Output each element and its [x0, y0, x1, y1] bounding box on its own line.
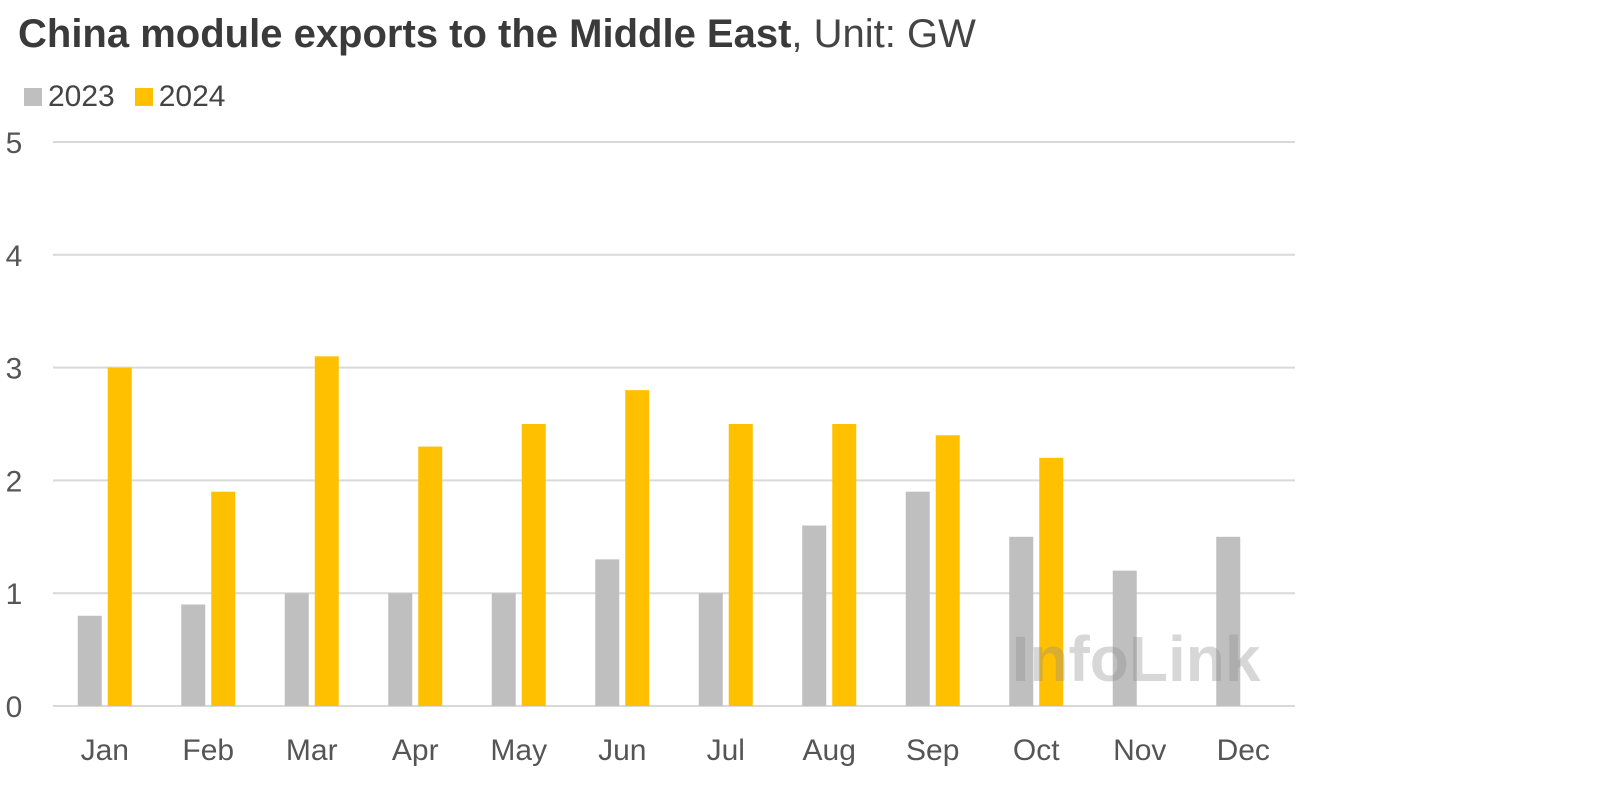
- y-tick-label: 2: [6, 465, 23, 498]
- chart-gridlines: [53, 141, 1295, 707]
- bar-2023-mar: [284, 593, 309, 706]
- bar-2023-may: [491, 593, 516, 706]
- x-tick-label-feb: Feb: [182, 734, 234, 767]
- x-tick-label-dec: Dec: [1217, 734, 1270, 767]
- x-tick-label-aug: Aug: [803, 734, 856, 767]
- bar-2024-feb: [211, 491, 236, 706]
- y-tick-label: 0: [6, 691, 23, 724]
- bar-2024-jan: [107, 367, 132, 706]
- bar-2024-jun: [625, 390, 650, 706]
- bar-2023-aug: [802, 525, 827, 706]
- bar-2024-jul: [728, 424, 753, 706]
- chart-bars: [77, 356, 1241, 706]
- x-axis-tick-labels: Jan Feb Mar Apr May Jun Jul Aug Sep Oct Nov Dec: [81, 734, 1270, 767]
- bar-2023-sep: [905, 491, 930, 706]
- x-tick-label-mar: Mar: [286, 734, 338, 767]
- x-tick-label-jul: Jul: [707, 734, 745, 767]
- chart-title-main: China module exports to the Middle East: [18, 12, 792, 56]
- chart-title-unit: , Unit: GW: [791, 12, 976, 56]
- y-tick-label: 1: [6, 578, 23, 611]
- x-tick-label-nov: Nov: [1113, 734, 1166, 767]
- bar-2023-apr: [388, 593, 413, 706]
- bar-2023-nov: [1112, 570, 1137, 706]
- legend-label-2024: 2024: [158, 80, 226, 113]
- y-tick-label: 5: [6, 127, 23, 160]
- y-axis-tick-labels: 0 1 2 3 4 5: [6, 127, 23, 724]
- legend-item-2024: 2024: [134, 80, 226, 114]
- bar-2023-jun: [595, 559, 620, 706]
- x-tick-label-jun: Jun: [598, 734, 646, 767]
- bar-2024-aug: [832, 424, 857, 706]
- legend-swatch-2024: [134, 88, 153, 106]
- legend-label-2023: 2023: [48, 80, 115, 113]
- bar-2024-may: [521, 424, 546, 706]
- bar-2023-jan: [77, 615, 102, 706]
- legend-item-2023: 2023: [24, 80, 115, 114]
- bar-2023-jul: [698, 593, 723, 706]
- bar-2024-apr: [418, 446, 443, 706]
- bar-2024-oct: [1039, 457, 1064, 706]
- bar-2023-oct: [1009, 536, 1034, 706]
- bar-2023-dec: [1216, 536, 1241, 706]
- x-tick-label-may: May: [490, 734, 547, 767]
- y-tick-label: 3: [6, 353, 23, 386]
- x-tick-label-jan: Jan: [81, 734, 129, 767]
- chart-legend: 2023 2024: [24, 80, 246, 114]
- x-tick-label-apr: Apr: [392, 734, 439, 767]
- x-tick-label-oct: Oct: [1013, 734, 1060, 767]
- bar-2024-sep: [935, 435, 960, 706]
- watermark-logo: InfoLink: [1012, 623, 1261, 695]
- bar-2023-feb: [181, 604, 206, 706]
- x-tick-label-sep: Sep: [906, 734, 959, 767]
- bar-2024-mar: [314, 356, 339, 706]
- legend-swatch-2023: [24, 88, 42, 106]
- chart-title: China module exports to the Middle East,…: [18, 12, 976, 57]
- y-tick-label: 4: [6, 240, 23, 273]
